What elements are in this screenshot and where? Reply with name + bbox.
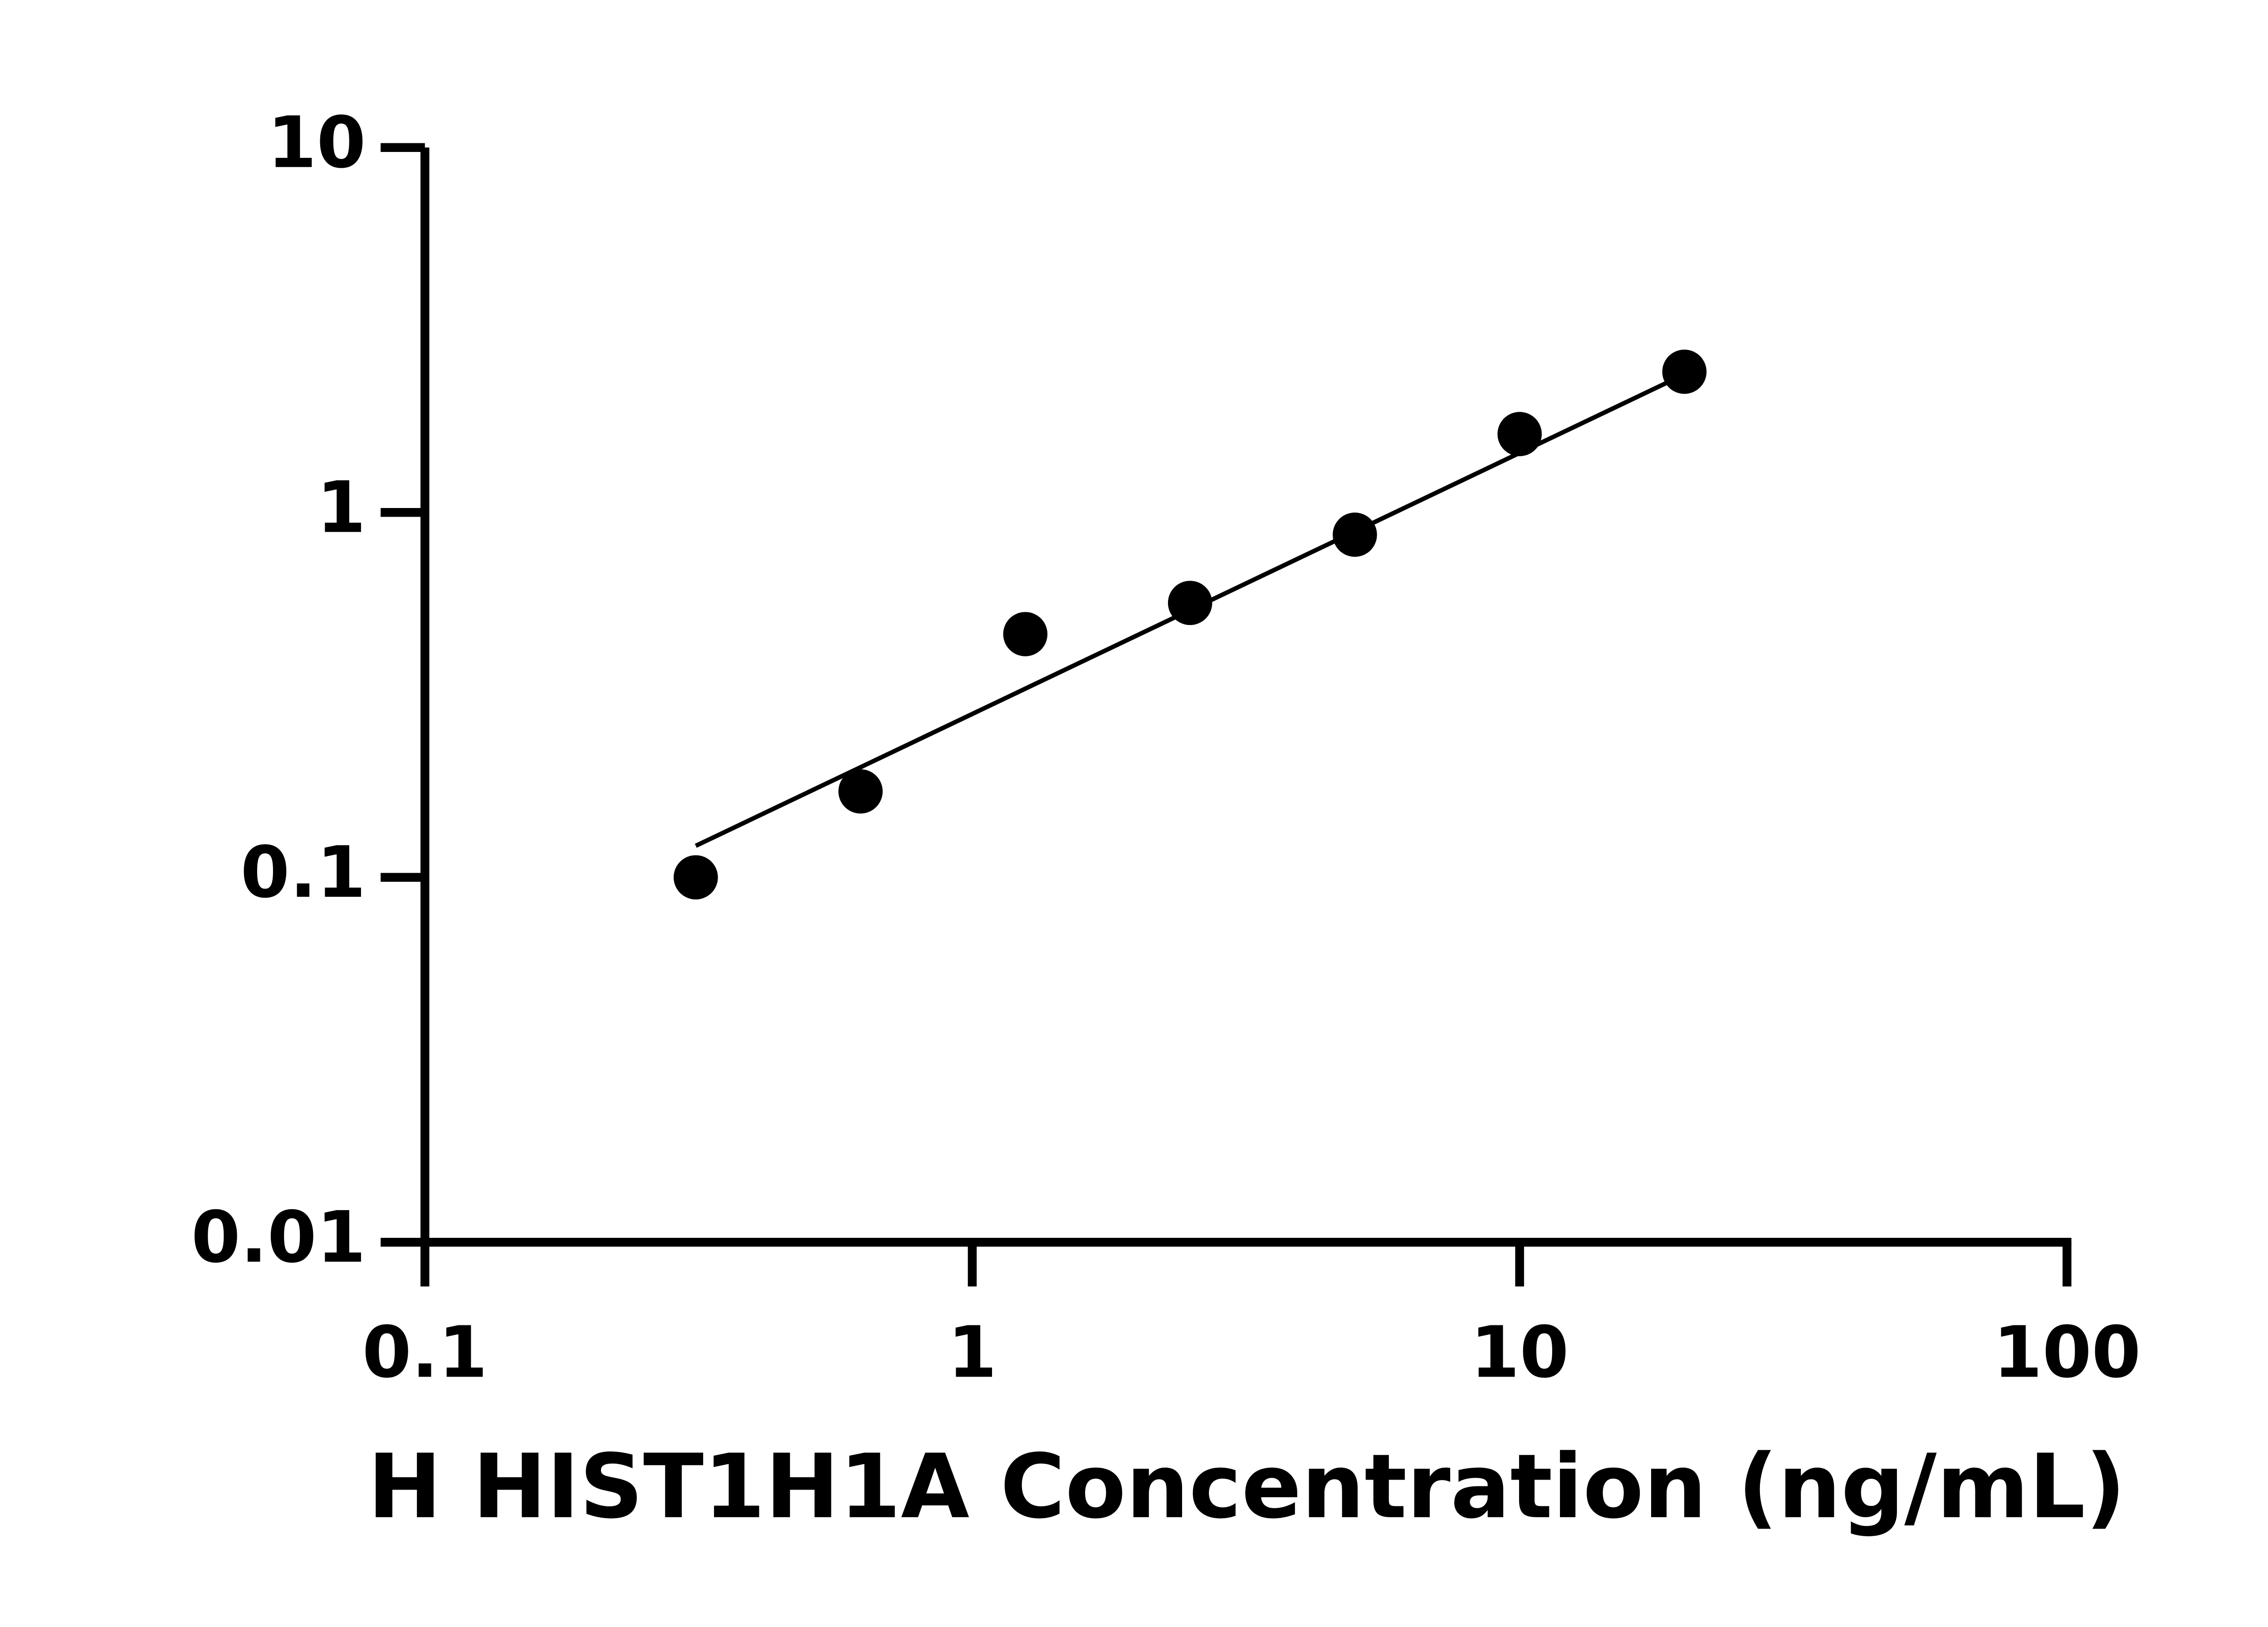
x-tick-label: 0.1 [362, 1311, 488, 1393]
point [1333, 513, 1377, 557]
point [1168, 581, 1212, 625]
point [1662, 349, 1707, 394]
x-tick-label: 1 [948, 1311, 997, 1393]
y-tick-label: 0.1 [240, 831, 366, 914]
x-axis-label: H HIST1H1A Concentration (ng/mL) [367, 1436, 2126, 1539]
point [838, 769, 883, 814]
y-tick-label: 1 [317, 466, 366, 549]
y-tick-label: 10 [267, 101, 366, 184]
point [1003, 612, 1048, 656]
point [1497, 412, 1542, 456]
x-tick-label: 10 [1471, 1311, 1569, 1393]
point [674, 855, 718, 900]
x-tick-label: 100 [1993, 1311, 2141, 1393]
y-tick-label: 0.01 [191, 1196, 366, 1279]
